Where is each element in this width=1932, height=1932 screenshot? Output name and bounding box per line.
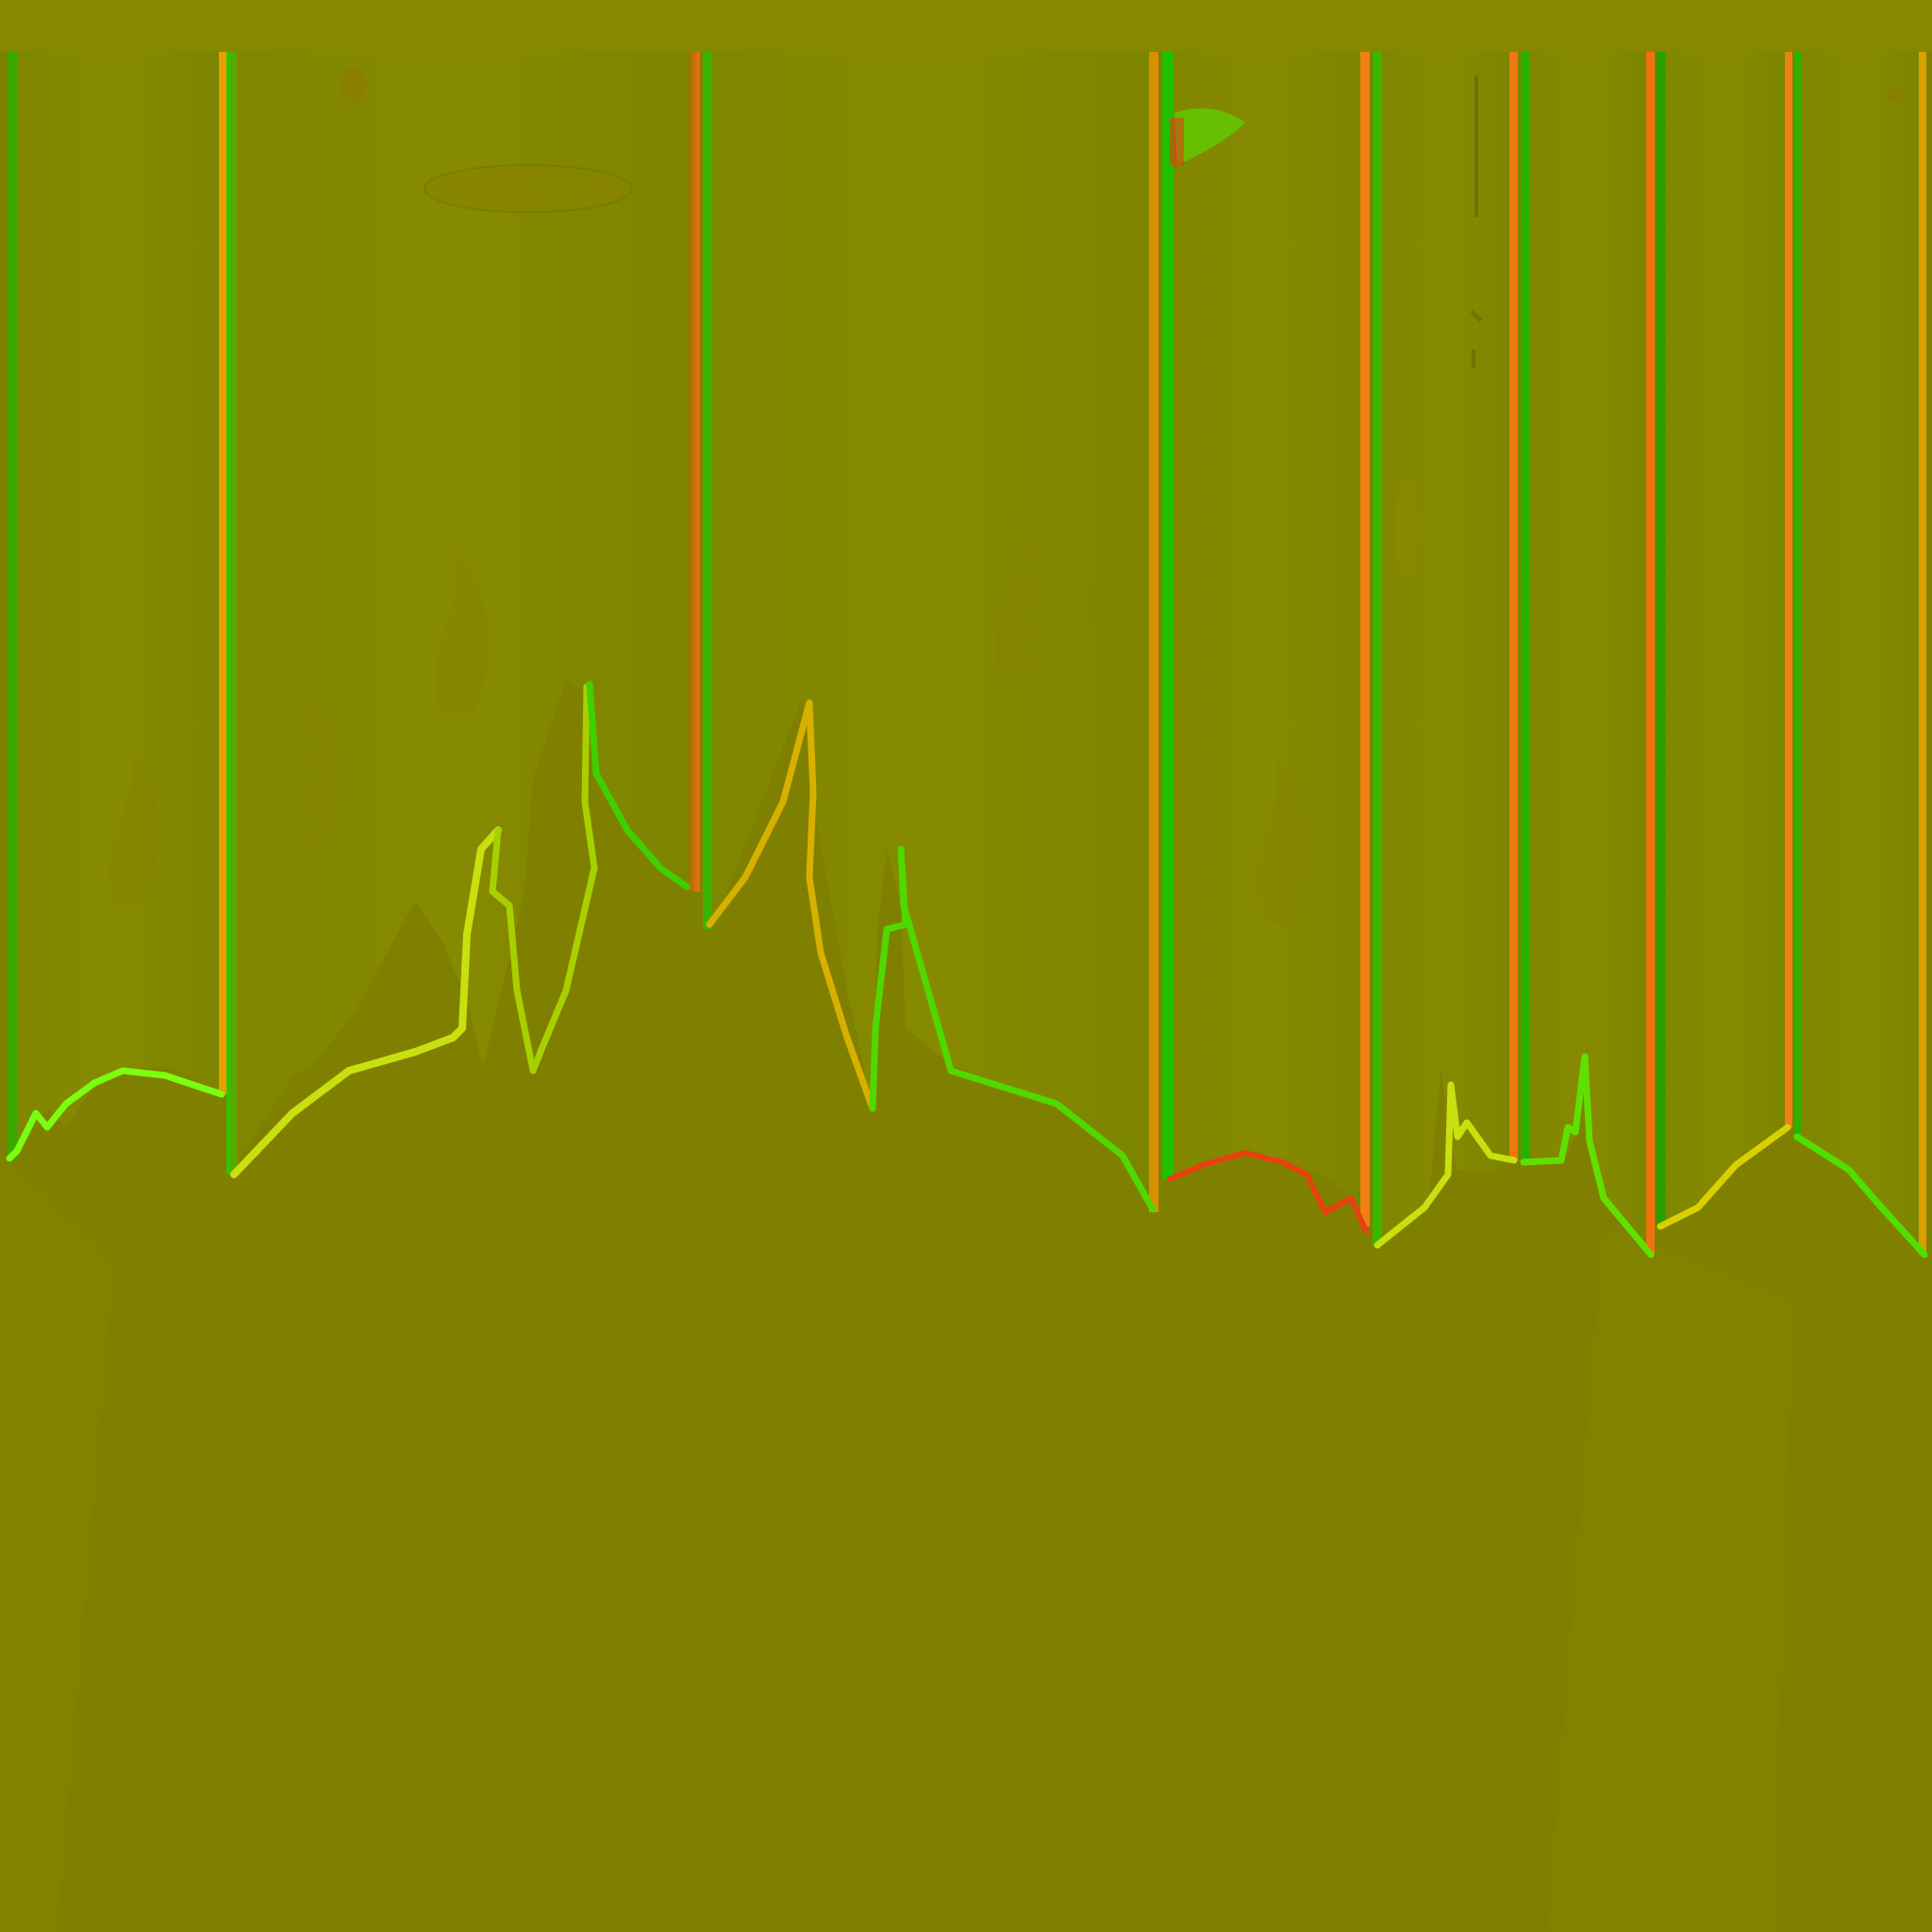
panel-4 bbox=[1165, 52, 1368, 1226]
edge-7-right bbox=[1785, 52, 1792, 1127]
top-strip bbox=[0, 0, 1932, 52]
edge-1-right bbox=[219, 52, 226, 1094]
flame-relief bbox=[108, 500, 1308, 924]
edge-4-left bbox=[1162, 52, 1174, 1179]
jagged-edge-5 bbox=[1374, 1081, 1518, 1249]
jagged-edge-2a bbox=[230, 826, 502, 1178]
knot-1-red bbox=[1170, 118, 1184, 165]
flame-5 bbox=[1256, 755, 1308, 924]
panel-6 bbox=[1524, 52, 1653, 1255]
scratch-1 bbox=[424, 164, 633, 213]
panel-7 bbox=[1660, 52, 1790, 1226]
dot-1 bbox=[1887, 87, 1902, 102]
edge-3-right bbox=[1149, 52, 1158, 1212]
edge-5-left bbox=[1373, 52, 1382, 1245]
edge-1-left bbox=[8, 52, 17, 1160]
panel-8 bbox=[1797, 52, 1924, 1255]
panel-5 bbox=[1375, 52, 1517, 1245]
edge-3-left bbox=[703, 52, 712, 929]
panel-1 bbox=[9, 52, 226, 1160]
edge-4-right bbox=[1360, 52, 1370, 1226]
edge-5-right bbox=[1509, 52, 1518, 1160]
knot-1 bbox=[1174, 108, 1245, 165]
flame-2 bbox=[435, 547, 488, 717]
jagged-edge-1 bbox=[6, 1067, 225, 1162]
surface-details bbox=[341, 66, 1902, 575]
panel-edges bbox=[8, 52, 1926, 1255]
flame-4 bbox=[1092, 500, 1140, 623]
edge-6-right bbox=[1646, 52, 1655, 1255]
jagged-edge-3b bbox=[869, 845, 1157, 1213]
jagged-edge-8 bbox=[1793, 1133, 1928, 1258]
edge-2-right bbox=[689, 52, 700, 891]
panel-3 bbox=[703, 52, 1156, 1212]
panel-group bbox=[9, 52, 1924, 1255]
jagged-edge-6 bbox=[1520, 1053, 1655, 1258]
jagged-edge-2b bbox=[489, 683, 598, 1074]
jagged-edge-4 bbox=[1167, 1150, 1369, 1234]
jagged-bottom-edges bbox=[6, 680, 1928, 1258]
jagged-edge-7 bbox=[1657, 1124, 1791, 1230]
edge-2-left bbox=[226, 52, 238, 1174]
edge-6-left bbox=[1521, 52, 1529, 1165]
panel-2 bbox=[231, 52, 693, 1174]
flame-3 bbox=[995, 509, 1054, 679]
edge-7-left bbox=[1657, 52, 1666, 1226]
flame-1 bbox=[278, 679, 338, 849]
mark-1 bbox=[1470, 75, 1483, 368]
jagged-edge-3a bbox=[706, 699, 876, 1112]
edge-8-right bbox=[1919, 52, 1926, 1255]
edge-8-left bbox=[1794, 52, 1802, 1141]
scratch-2 bbox=[341, 66, 367, 104]
lower-facets bbox=[0, 1094, 1792, 1932]
flame-6 bbox=[108, 755, 158, 906]
knot-2 bbox=[1394, 481, 1417, 575]
jagged-edge-2c bbox=[586, 680, 691, 891]
